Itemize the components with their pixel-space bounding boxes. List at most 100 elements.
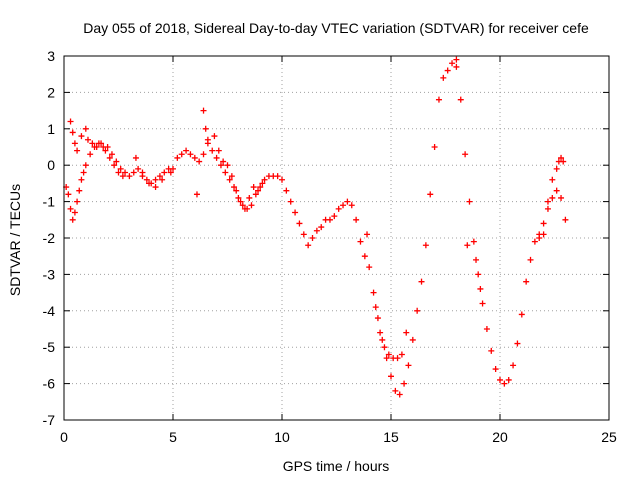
- data-point: [93, 144, 100, 150]
- x-axis-label: GPS time / hours: [283, 458, 390, 474]
- data-point: [435, 96, 442, 103]
- data-point: [174, 154, 181, 161]
- data-point: [228, 173, 235, 180]
- data-point: [200, 151, 207, 158]
- data-point: [394, 355, 401, 362]
- data-point: [283, 187, 290, 194]
- data-point: [132, 154, 139, 161]
- data-point: [239, 202, 246, 209]
- x-tick-label: 10: [274, 429, 290, 445]
- data-point: [259, 180, 266, 187]
- data-point: [326, 216, 333, 223]
- data-point: [497, 376, 503, 383]
- data-point: [200, 107, 207, 114]
- data-point: [241, 205, 248, 212]
- data-point: [222, 169, 229, 176]
- data-point: [385, 351, 392, 358]
- data-point: [466, 198, 473, 205]
- data-point: [335, 205, 342, 212]
- data-point: [558, 154, 565, 161]
- data-point: [403, 329, 410, 336]
- data-point: [106, 154, 113, 161]
- data-point: [370, 289, 377, 296]
- data-point: [69, 216, 76, 223]
- data-point: [366, 264, 373, 271]
- y-tick-label: 3: [47, 48, 55, 64]
- data-point: [226, 176, 233, 183]
- data-point: [536, 235, 543, 241]
- data-point: [361, 253, 368, 260]
- data-point: [224, 162, 231, 169]
- data-point: [67, 205, 74, 212]
- data-point: [422, 242, 429, 249]
- data-point: [473, 256, 480, 263]
- data-point: [122, 169, 129, 176]
- data-point: [211, 133, 218, 140]
- data-point: [292, 209, 299, 216]
- data-point: [71, 140, 78, 147]
- data-point: [353, 216, 360, 223]
- y-tick-label: -7: [43, 412, 56, 428]
- data-point: [117, 165, 124, 172]
- data-point: [462, 151, 469, 158]
- data-point: [279, 176, 285, 183]
- data-point: [113, 158, 120, 165]
- data-point: [159, 176, 166, 183]
- data-point: [178, 151, 185, 158]
- data-point: [549, 176, 556, 183]
- data-point: [553, 187, 560, 194]
- data-point: [80, 169, 87, 176]
- data-point: [191, 154, 198, 161]
- data-point: [374, 315, 381, 322]
- data-point: [237, 198, 244, 205]
- data-point: [119, 173, 126, 180]
- data-point: [523, 278, 530, 285]
- data-point: [531, 238, 538, 245]
- data-point: [398, 351, 405, 358]
- data-point: [527, 256, 534, 263]
- data-point: [396, 391, 403, 398]
- data-point: [115, 169, 122, 176]
- y-tick-label: 1: [47, 121, 55, 137]
- data-point: [135, 165, 142, 172]
- y-tick-label: -3: [43, 266, 56, 282]
- data-point: [440, 74, 447, 81]
- data-point: [126, 173, 133, 180]
- data-point: [250, 184, 257, 191]
- data-point: [414, 307, 421, 314]
- data-point: [65, 191, 72, 198]
- data-point: [84, 136, 91, 143]
- data-point: [427, 191, 434, 198]
- data-point: [300, 231, 307, 238]
- x-tick-label: 25: [601, 429, 617, 445]
- data-point: [167, 169, 174, 176]
- data-point: [510, 362, 517, 369]
- data-point: [231, 184, 238, 191]
- y-tick-label: -6: [43, 376, 56, 392]
- data-point: [313, 227, 320, 234]
- data-point: [479, 300, 486, 307]
- data-point: [553, 165, 560, 172]
- data-point: [562, 216, 569, 223]
- data-point: [488, 347, 495, 354]
- data-point: [309, 235, 316, 241]
- data-point: [540, 231, 547, 238]
- data-point: [344, 198, 351, 205]
- data-point: [377, 329, 384, 336]
- data-point: [252, 191, 259, 198]
- data-point: [246, 194, 253, 201]
- data-point: [161, 169, 168, 176]
- data-point: [331, 213, 338, 220]
- data-point: [183, 147, 190, 154]
- data-point: [98, 140, 105, 147]
- data-point: [89, 140, 96, 147]
- data-point: [74, 198, 81, 205]
- data-point: [257, 184, 264, 191]
- data-point: [187, 151, 194, 158]
- data-point: [418, 278, 425, 285]
- data-points: [63, 56, 569, 398]
- data-point: [305, 242, 312, 249]
- data-point: [76, 187, 83, 194]
- axis-ticks: 0 5 10 15 20 25 -7 -6 -5 -4 -3 -2 -1 0 1 2 3: [43, 48, 617, 445]
- data-point: [364, 231, 371, 238]
